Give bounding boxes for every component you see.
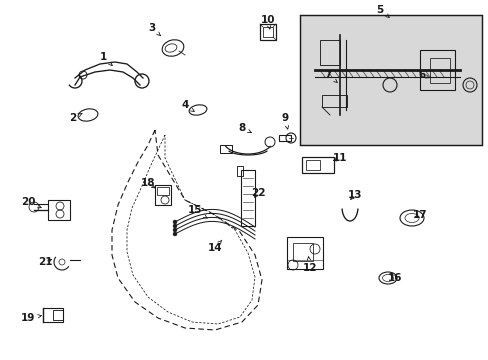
Text: 2: 2 — [69, 113, 82, 123]
Text: 1: 1 — [99, 52, 112, 66]
Text: 21: 21 — [38, 257, 52, 267]
Text: 16: 16 — [387, 273, 402, 283]
Text: 8: 8 — [238, 123, 251, 133]
Bar — [305, 160, 319, 170]
Bar — [321, 95, 346, 107]
Circle shape — [173, 232, 177, 236]
Bar — [48, 200, 70, 220]
Text: 19: 19 — [21, 313, 41, 323]
Text: 4: 4 — [181, 100, 194, 112]
Bar — [263, 27, 272, 37]
Text: 22: 22 — [250, 188, 264, 198]
Circle shape — [173, 224, 177, 228]
Bar — [279, 135, 290, 141]
Text: 17: 17 — [412, 210, 427, 220]
Bar — [419, 50, 454, 90]
Text: 3: 3 — [148, 23, 160, 36]
Bar — [429, 58, 449, 83]
Circle shape — [173, 220, 177, 224]
Bar — [302, 157, 333, 173]
Circle shape — [173, 228, 177, 232]
Bar — [299, 15, 481, 145]
Text: 10: 10 — [260, 15, 275, 29]
Bar — [220, 145, 231, 153]
Text: 7: 7 — [324, 70, 337, 82]
Text: 12: 12 — [302, 257, 317, 273]
Text: 20: 20 — [20, 197, 41, 208]
Text: 18: 18 — [141, 178, 155, 188]
Bar — [237, 166, 243, 176]
Bar — [157, 187, 169, 195]
Text: 6: 6 — [418, 70, 428, 80]
Bar — [53, 310, 63, 320]
Bar — [43, 308, 63, 322]
Bar — [155, 185, 171, 205]
Text: 5: 5 — [376, 5, 388, 17]
Text: 14: 14 — [207, 240, 222, 253]
Text: 9: 9 — [281, 113, 288, 129]
Bar — [260, 24, 275, 40]
Bar — [286, 237, 323, 269]
Text: 11: 11 — [332, 153, 346, 163]
Text: 13: 13 — [347, 190, 362, 200]
Text: 15: 15 — [187, 205, 207, 218]
Bar — [241, 170, 254, 226]
Bar — [319, 40, 339, 65]
Bar — [292, 243, 312, 261]
